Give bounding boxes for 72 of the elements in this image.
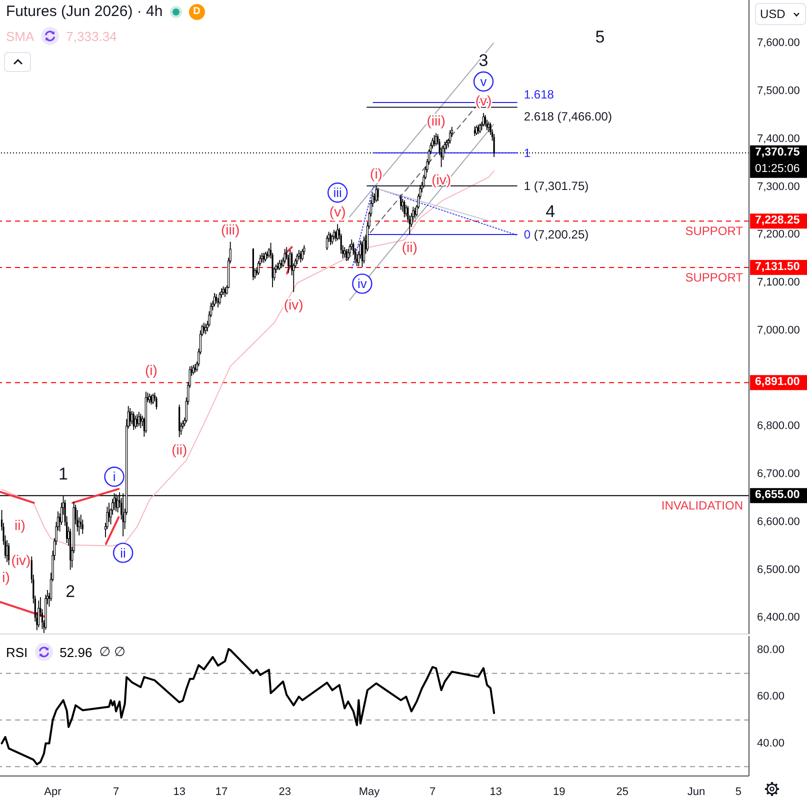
annotation: i — [112, 469, 116, 484]
annotation: ∅ ∅ — [99, 644, 126, 660]
annotation: iv — [357, 276, 368, 292]
y-tick-label: 6,655.00 — [755, 489, 800, 502]
annotation: 2 — [66, 582, 76, 601]
annotation: 5 — [595, 28, 605, 46]
annotation: 52.96 — [60, 644, 92, 660]
annotation: ii — [120, 545, 126, 560]
annotation: iii — [333, 185, 342, 200]
annotation: i) — [2, 569, 10, 585]
annotation: (iv) — [284, 296, 304, 313]
x-tick-label: 7 — [112, 786, 120, 798]
x-tick-label: May — [358, 786, 380, 798]
annotation: 0 (7,200.25) — [524, 228, 589, 242]
x-tick-label: 7 — [429, 786, 436, 798]
annotation: 4 — [546, 202, 556, 222]
annotation: (iii) — [221, 221, 240, 238]
y-tick-label: 7,131.50 — [755, 260, 800, 273]
annotation: (i) — [370, 165, 382, 182]
x-tick-label: 23 — [278, 786, 291, 798]
ref-line-label: INVALIDATION — [661, 498, 743, 513]
text: 01:25:06 — [755, 162, 800, 175]
annotation: 1.618 — [524, 87, 554, 102]
chart-title: Futures (Jun 2026) · 4h — [6, 3, 163, 20]
ref-line-label: SUPPORT — [685, 270, 744, 284]
annotation: v — [480, 74, 488, 90]
annotation: (ii) — [172, 442, 188, 458]
annotation: (v) — [329, 204, 346, 220]
ref-line-label: SUPPORT — [685, 224, 744, 238]
y-tick-label: 7,400.00 — [757, 132, 800, 145]
y-tick-label: 7,370.75 — [755, 146, 800, 158]
annotation: 7,333.34 — [66, 28, 117, 44]
annotation: (iv) — [432, 172, 452, 188]
y-tick-label: 7,000.00 — [757, 324, 800, 336]
y-tick-label: 7,100.00 — [757, 276, 800, 289]
annotation: D — [188, 4, 205, 20]
annotation: ii) — [14, 517, 26, 533]
y-tick-label: 60.00 — [757, 690, 785, 703]
y-tick-label: 6,500.00 — [757, 564, 800, 576]
y-tick-label: 7,200.00 — [757, 228, 800, 241]
currency-dropdown: USD — [755, 3, 806, 25]
annotation: 1 (7,301.75) — [524, 178, 589, 193]
x-tick-label: Jun — [687, 786, 706, 798]
y-tick-label: 7,300.00 — [757, 180, 800, 193]
y-tick-label: 80.00 — [757, 644, 785, 656]
annotation: (i) — [144, 362, 158, 378]
x-tick-label: 17 — [215, 786, 228, 798]
y-tick-label: 6,700.00 — [757, 468, 800, 480]
x-tick-label: 19 — [552, 786, 566, 798]
x-tick-label: 25 — [616, 786, 629, 798]
annotation: 1 — [58, 464, 68, 484]
x-tick-label: 13 — [490, 786, 502, 798]
x-tick-label: 5 — [735, 786, 742, 798]
annotation: 3 — [478, 51, 488, 70]
y-tick-label: 7,600.00 — [757, 37, 800, 50]
text: SMA — [6, 28, 34, 44]
annotation: (iv) — [11, 552, 31, 568]
y-tick-label: 7,228.25 — [755, 214, 800, 227]
annotation: 2.618 (7,466.00) — [524, 109, 612, 124]
annotation: (ii) — [402, 239, 418, 256]
y-axis-title: USD — [760, 7, 786, 21]
y-tick-label: 6,891.00 — [755, 376, 800, 388]
y-tick-label: 7,500.00 — [757, 84, 800, 97]
y-tick-label: 40.00 — [757, 737, 785, 750]
annotation: (iii) — [426, 112, 446, 129]
x-tick-label: Apr — [44, 786, 62, 798]
y-tick-label: 6,600.00 — [757, 516, 800, 528]
x-tick-label: 13 — [173, 786, 186, 798]
y-tick-label: 6,400.00 — [757, 612, 800, 624]
annotation: 1 — [524, 146, 531, 160]
y-tick-label: 6,800.00 — [757, 420, 800, 432]
text: RSI — [6, 644, 28, 660]
